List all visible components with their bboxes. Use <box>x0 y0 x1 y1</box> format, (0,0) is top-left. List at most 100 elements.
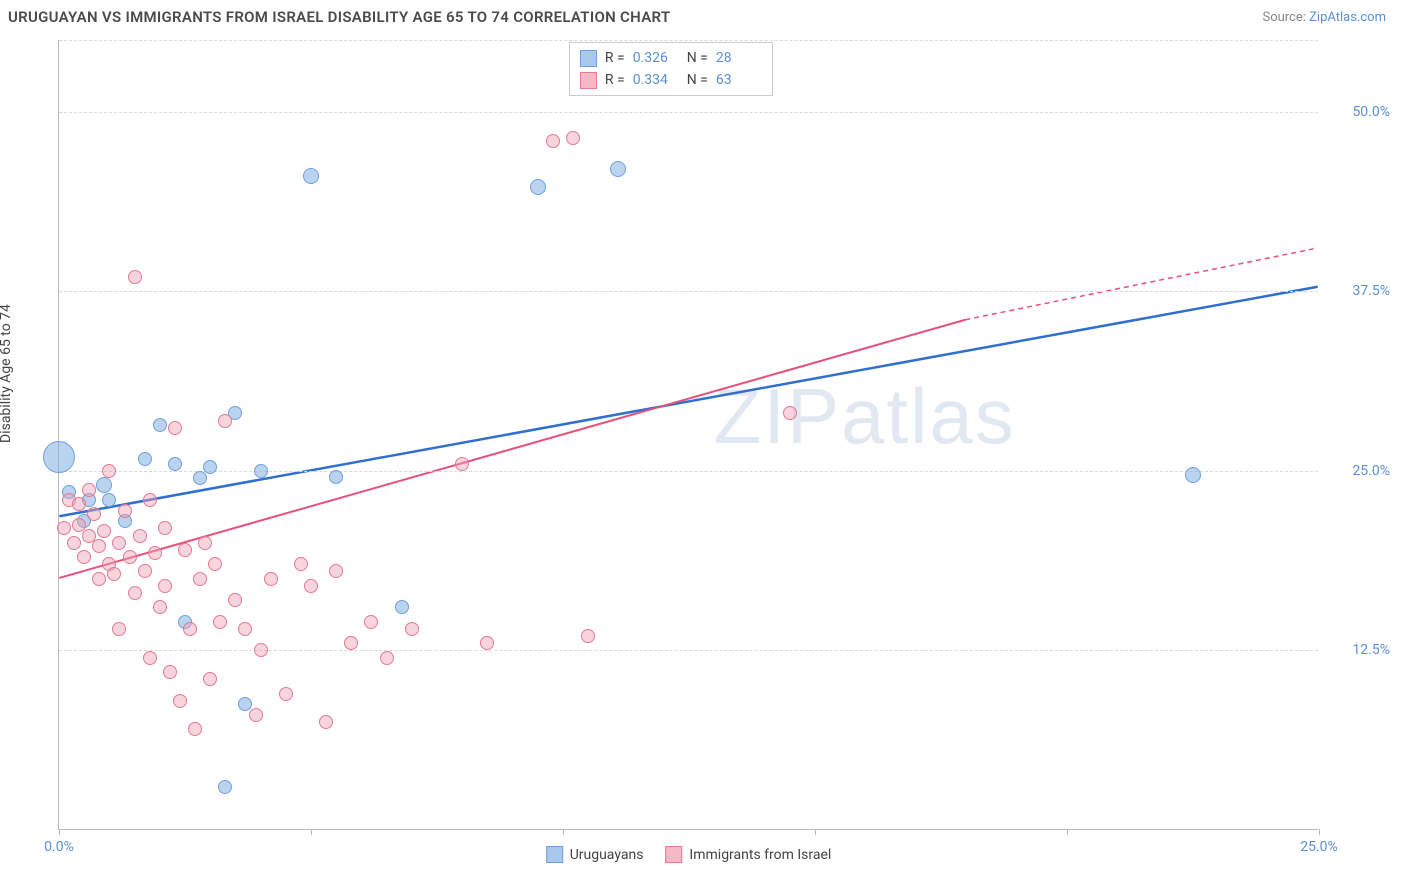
trend-line <box>59 287 1317 517</box>
data-point <box>188 722 202 736</box>
data-point <box>455 457 469 471</box>
trend-line <box>59 320 965 578</box>
trend-lines-svg <box>59 40 1318 829</box>
stats-row: R =0.326N =28 <box>580 47 762 69</box>
x-tick <box>815 829 816 835</box>
data-point <box>218 780 232 794</box>
data-point <box>143 493 157 507</box>
data-point <box>87 507 101 521</box>
data-point <box>148 546 162 560</box>
stats-row: R =0.334N =63 <box>580 69 762 91</box>
data-point <box>480 636 494 650</box>
plot-area: ZIPatlas R =0.326N =28R =0.334N =63 12.5… <box>58 40 1318 830</box>
data-point <box>329 470 343 484</box>
y-tick-label: 50.0% <box>1352 104 1390 120</box>
x-tick <box>59 829 60 835</box>
data-point <box>279 687 293 701</box>
x-tick-label: 0.0% <box>44 839 74 855</box>
r-label: R = <box>605 69 625 91</box>
data-point <box>783 406 797 420</box>
data-point <box>153 600 167 614</box>
data-point <box>238 622 252 636</box>
y-tick-label: 37.5% <box>1352 283 1390 299</box>
data-point <box>158 521 172 535</box>
legend-item: Immigrants from Israel <box>665 846 831 863</box>
data-point <box>581 629 595 643</box>
data-point <box>92 572 106 586</box>
data-point <box>112 622 126 636</box>
data-point <box>77 550 91 564</box>
legend-swatch <box>665 846 682 863</box>
data-point <box>610 161 626 177</box>
data-point <box>254 643 268 657</box>
data-point <box>193 471 207 485</box>
gridline-h <box>59 291 1318 292</box>
data-point <box>228 593 242 607</box>
data-point <box>158 579 172 593</box>
data-point <box>303 168 319 184</box>
data-point <box>203 460 217 474</box>
data-point <box>43 441 75 473</box>
data-point <box>218 414 232 428</box>
data-point <box>102 464 116 478</box>
data-point <box>395 600 409 614</box>
data-point <box>198 536 212 550</box>
legend-label: Uruguayans <box>570 847 644 863</box>
data-point <box>344 636 358 650</box>
legend-label: Immigrants from Israel <box>689 847 831 863</box>
y-tick-label: 25.0% <box>1352 463 1390 479</box>
gridline-h <box>59 650 1318 651</box>
data-point <box>128 586 142 600</box>
legend: Uruguayans Immigrants from Israel <box>546 846 832 863</box>
n-label: N = <box>687 47 708 69</box>
data-point <box>254 464 268 478</box>
data-point <box>72 497 86 511</box>
data-point <box>193 572 207 586</box>
y-tick-label: 12.5% <box>1352 642 1390 658</box>
gridline-h <box>59 471 1318 472</box>
data-point <box>128 270 142 284</box>
data-point <box>173 694 187 708</box>
data-point <box>405 622 419 636</box>
data-point <box>213 615 227 629</box>
data-point <box>264 572 278 586</box>
data-point <box>97 524 111 538</box>
data-point <box>133 529 147 543</box>
data-point <box>138 452 152 466</box>
source-link[interactable]: ZipAtlas.com <box>1309 10 1386 25</box>
r-value: 0.326 <box>633 47 679 69</box>
data-point <box>168 421 182 435</box>
data-point <box>123 550 137 564</box>
chart-container: Disability Age 65 to 74 ZIPatlas R =0.32… <box>8 40 1398 884</box>
trend-line-extension <box>965 248 1317 320</box>
x-tick <box>1319 829 1320 835</box>
data-point <box>183 622 197 636</box>
data-point <box>96 477 112 493</box>
data-point <box>153 418 167 432</box>
data-point <box>329 564 343 578</box>
data-point <box>112 536 126 550</box>
gridline-h <box>59 40 1318 41</box>
data-point <box>294 557 308 571</box>
data-point <box>380 651 394 665</box>
r-label: R = <box>605 47 625 69</box>
data-point <box>143 651 157 665</box>
data-point <box>530 179 546 195</box>
x-tick <box>563 829 564 835</box>
data-point <box>67 536 81 550</box>
x-tick <box>311 829 312 835</box>
n-label: N = <box>687 69 708 91</box>
source-prefix: Source: <box>1262 10 1309 25</box>
correlation-stats-box: R =0.326N =28R =0.334N =63 <box>569 42 773 96</box>
data-point <box>364 615 378 629</box>
data-point <box>102 493 116 507</box>
data-point <box>249 708 263 722</box>
source-attribution: Source: ZipAtlas.com <box>1262 10 1386 25</box>
data-point <box>208 557 222 571</box>
legend-swatch <box>580 72 597 89</box>
legend-swatch <box>580 50 597 67</box>
x-tick-label: 25.0% <box>1300 839 1338 855</box>
legend-item: Uruguayans <box>546 846 644 863</box>
gridline-h <box>59 112 1318 113</box>
n-value: 63 <box>716 69 762 91</box>
